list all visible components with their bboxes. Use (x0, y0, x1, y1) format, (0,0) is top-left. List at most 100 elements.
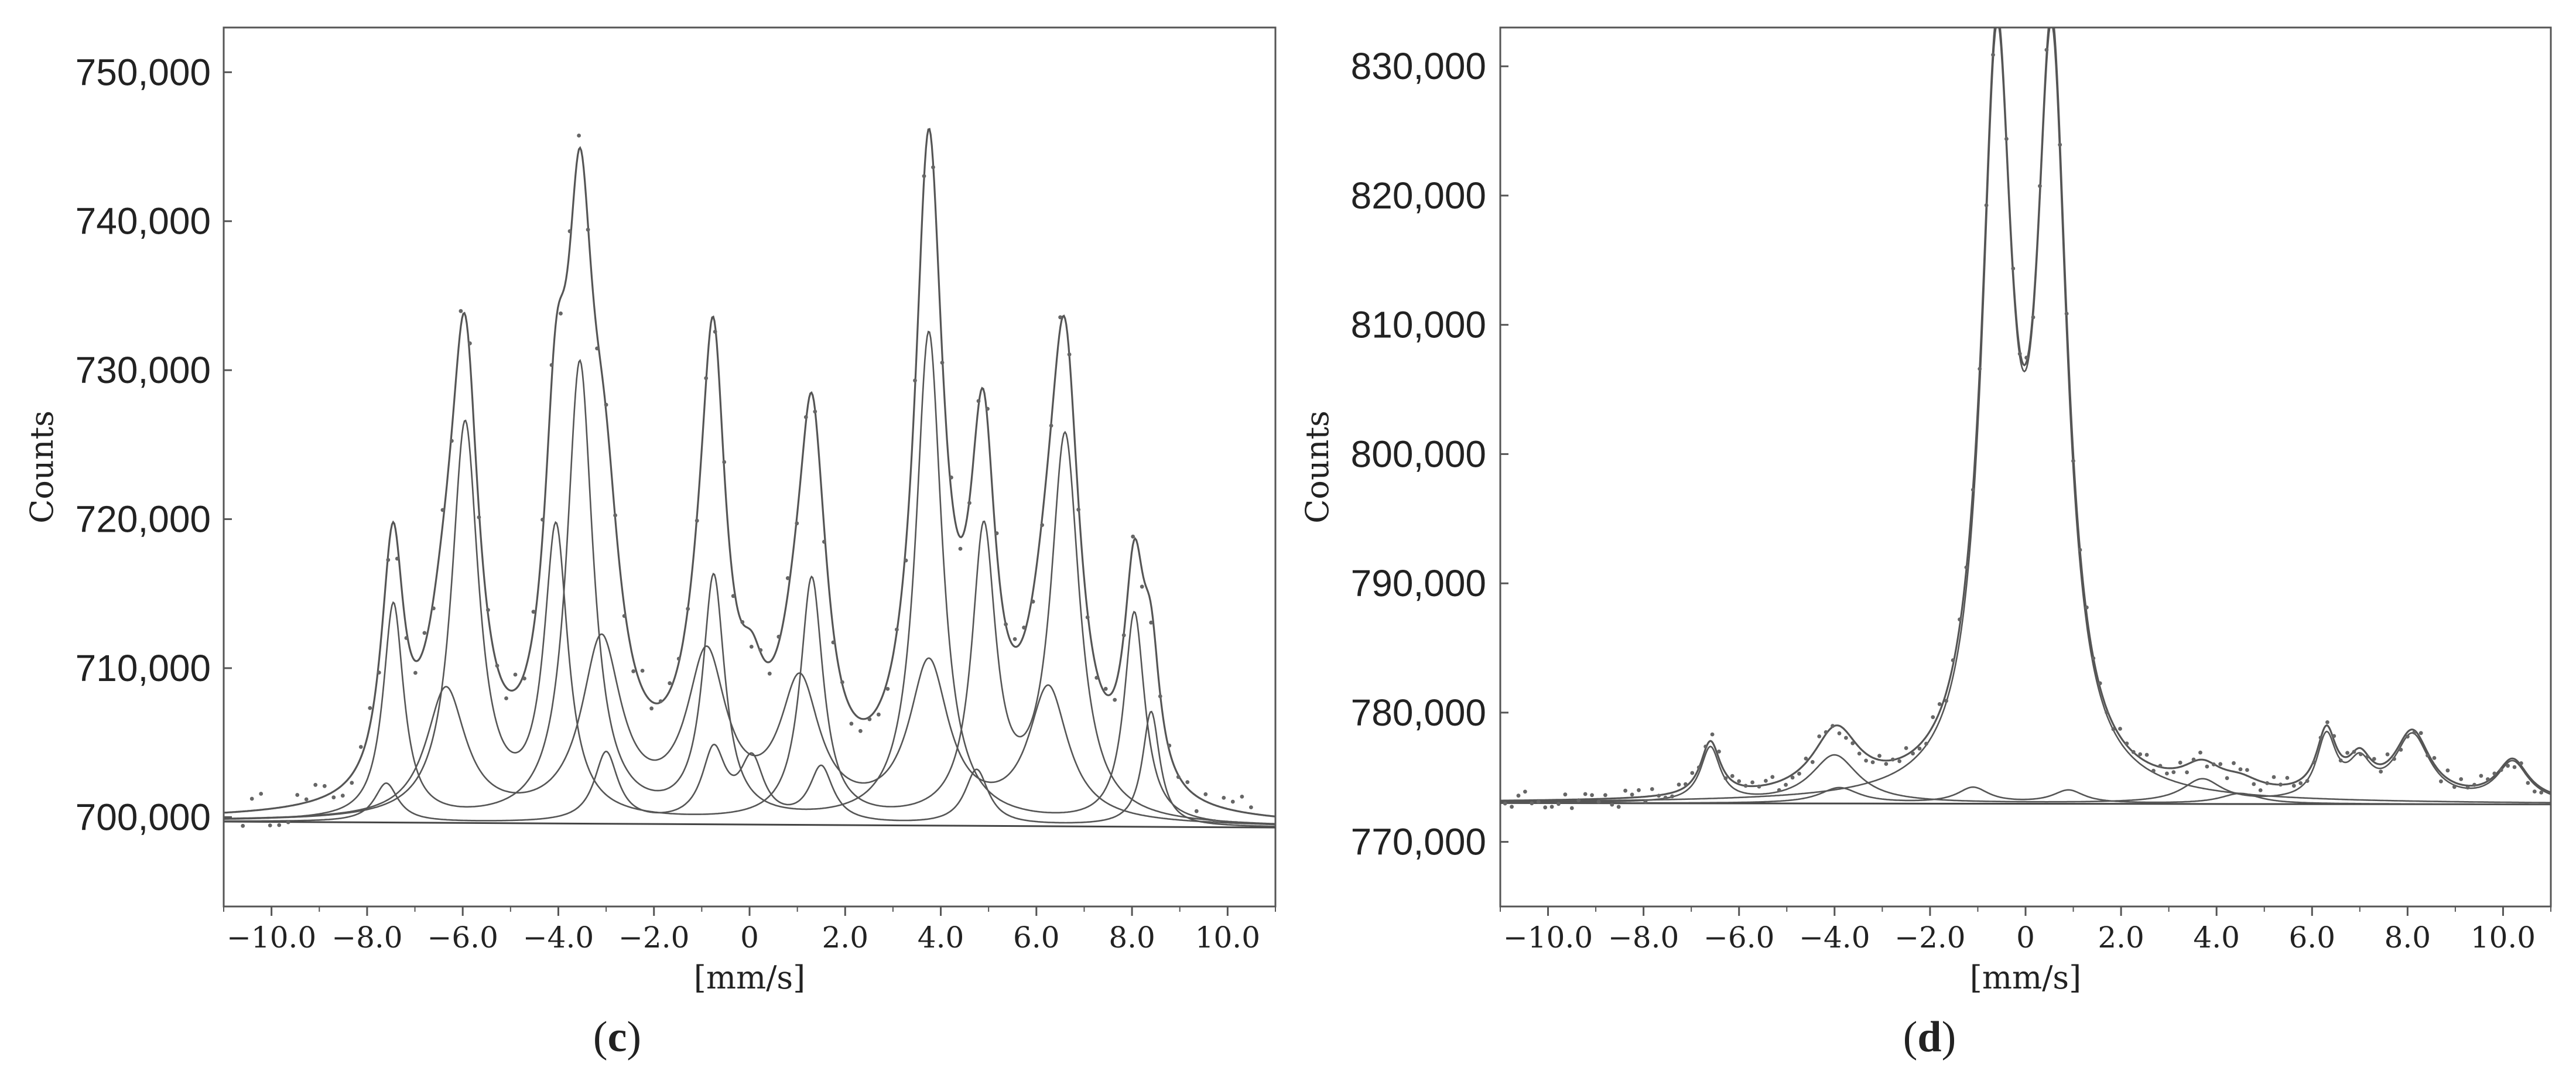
data-point (2325, 720, 2329, 724)
data-point (2158, 764, 2163, 768)
data-point (1857, 751, 1862, 756)
data-point (1684, 782, 1688, 786)
data-point (1931, 715, 1935, 719)
y-axis-label: Counts (23, 410, 60, 524)
data-point (577, 134, 581, 138)
chart-panel-d: 770,000 780,000 790,000 800,000 810,000 820,0… (1299, 26, 2552, 1061)
data-point (1630, 792, 1634, 797)
data-point (413, 671, 418, 675)
data-point (776, 634, 781, 639)
data-point (2506, 764, 2510, 768)
data-point (1897, 759, 1902, 764)
data-point (440, 508, 445, 512)
data-point (1530, 801, 1534, 806)
data-point (1984, 203, 1989, 207)
data-point (1610, 802, 1614, 807)
data-point (1657, 793, 1661, 798)
data-point (313, 782, 318, 787)
data-point (1603, 793, 1607, 798)
data-point (613, 513, 617, 518)
data-point (1944, 699, 1949, 703)
data-point (268, 823, 272, 827)
data-point (858, 728, 863, 733)
data-point (2138, 752, 2143, 757)
data-point (1696, 765, 1701, 769)
data-point (404, 636, 409, 640)
data-point (686, 607, 690, 611)
data-point (1743, 784, 1748, 788)
data-point (2472, 782, 2476, 787)
data-point (1637, 788, 1641, 792)
data-point (559, 311, 563, 316)
component-line-2 (1500, 730, 2551, 803)
data-point (2412, 730, 2417, 735)
data-point (1770, 775, 1775, 779)
panel-label-close: ) (627, 1013, 641, 1061)
x-tick-label: 10.0 (1195, 921, 1260, 955)
component-line-4 (224, 710, 1275, 827)
data-point (2365, 754, 2370, 759)
data-point (2058, 142, 2062, 147)
x-tick-label: −2.0 (1894, 921, 1965, 955)
y-tick-label: 790,000 (1351, 562, 1486, 604)
data-point (432, 606, 436, 611)
data-point (450, 439, 454, 443)
component-line-3 (1500, 786, 2551, 805)
data-point (1924, 741, 1928, 746)
data-point (1590, 793, 1595, 798)
data-point (1076, 507, 1081, 512)
data-point (1737, 779, 1742, 784)
data-point (1777, 788, 1781, 792)
data-point (1549, 805, 1554, 809)
data-point (2359, 752, 2363, 757)
data-point (531, 610, 536, 614)
data-point (2512, 765, 2517, 769)
data-point (1022, 625, 1026, 630)
x-tick-label: 8.0 (1109, 921, 1155, 955)
data-point (2492, 771, 2497, 776)
data-point (704, 376, 709, 381)
baseline-line (224, 820, 1275, 829)
data-point (1730, 774, 1735, 778)
data-point (904, 558, 908, 563)
data-point (1844, 736, 1848, 740)
data-point (1870, 760, 1875, 764)
data-point (2125, 741, 2129, 745)
data-point (567, 229, 572, 234)
data-point (1121, 633, 1126, 638)
y-tick-label: 700,000 (76, 796, 211, 838)
data-point (1203, 792, 1208, 796)
data-point (931, 165, 935, 169)
data-point (849, 721, 854, 726)
data-point (1643, 799, 1648, 804)
data-point (1951, 658, 1955, 662)
data-point (676, 656, 681, 661)
x-tick-label: −6.0 (427, 921, 498, 955)
data-point (994, 531, 999, 535)
panel-label-close: ) (1942, 1013, 1956, 1061)
data-point (758, 648, 763, 652)
x-axis-label: [mm/s] (1970, 959, 2081, 996)
y-tick-label: 800,000 (1351, 433, 1486, 475)
data-point (1650, 787, 1654, 791)
data-point (549, 363, 554, 367)
data-point (322, 784, 327, 788)
data-point (1817, 734, 1822, 738)
data-point (649, 706, 654, 711)
data-point (2406, 734, 2410, 739)
data-point (1804, 757, 1808, 761)
data-point (1058, 315, 1062, 320)
data-point (1556, 802, 1561, 806)
data-point (1569, 806, 1574, 810)
data-point (1784, 782, 1788, 787)
data-point (295, 793, 300, 797)
data-point (486, 608, 490, 612)
data-point (1194, 809, 1199, 813)
data-point (767, 671, 772, 676)
data-point (2318, 736, 2323, 740)
data-point (1536, 799, 1541, 804)
data-point (241, 823, 245, 828)
panel-label: (c) (593, 1013, 641, 1061)
